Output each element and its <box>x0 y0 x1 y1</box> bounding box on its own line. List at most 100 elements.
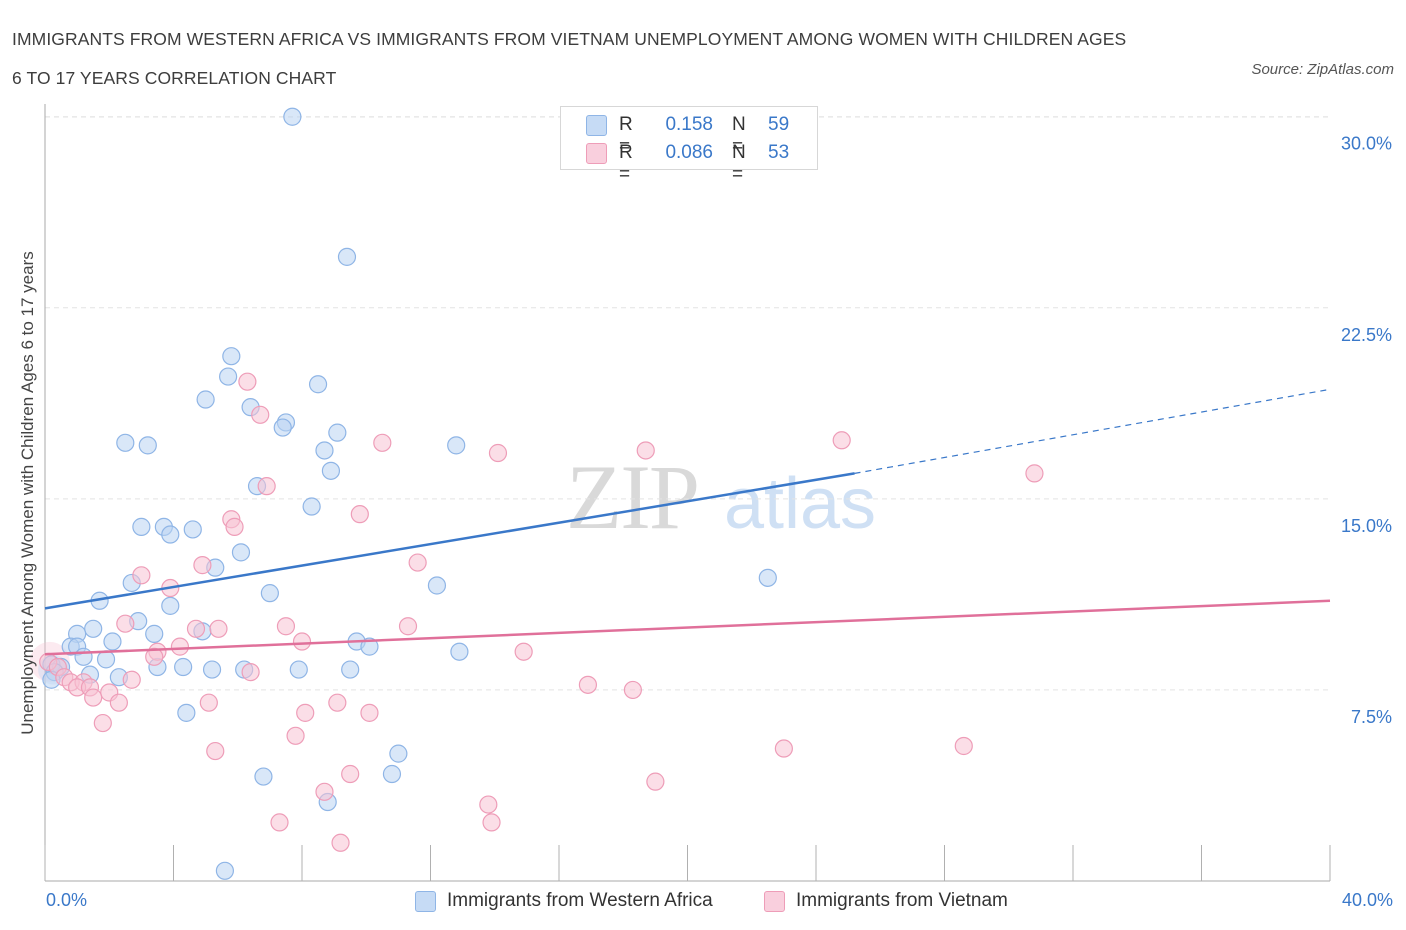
western-africa-trend-extension <box>854 388 1331 474</box>
vietnam-point <box>286 726 305 745</box>
vietnam-point <box>109 693 128 712</box>
western-africa-point <box>132 517 151 536</box>
series-swatch-pink <box>764 891 785 912</box>
grid-lines <box>45 116 1330 691</box>
vietnam-point <box>116 614 135 633</box>
vietnam-point <box>328 693 347 712</box>
vietnam-point <box>132 566 151 585</box>
western-africa-point <box>341 660 360 679</box>
western-africa-trend-line <box>44 472 855 610</box>
western-africa-point <box>447 436 466 455</box>
vietnam-point <box>408 553 427 572</box>
vietnam-point <box>646 772 665 791</box>
vietnam-point <box>122 670 141 689</box>
series-label-vietnam: Immigrants from Vietnam <box>796 890 1008 911</box>
y-tick-label: 7.5% <box>1351 707 1392 727</box>
western-africa-point <box>145 624 164 643</box>
vietnam-point <box>373 433 392 452</box>
x-tick-label-max: 40.0% <box>1341 890 1393 910</box>
y-tick-label: 30.0% <box>1341 134 1392 154</box>
western-africa-point <box>308 375 328 394</box>
legend-r-label: R = <box>619 114 633 157</box>
vietnam-point <box>193 556 212 575</box>
vietnam-point <box>170 637 190 656</box>
watermark-zip: ZIP <box>566 446 698 548</box>
western-africa-point <box>273 418 292 437</box>
vietnam-point <box>145 647 164 666</box>
western-africa-point <box>758 568 777 587</box>
vietnam-point <box>225 517 244 536</box>
vietnam-point <box>292 632 312 651</box>
legend-n-value: 59 <box>768 114 790 135</box>
axes <box>44 104 1331 882</box>
legend-r-value: 0.086 <box>665 142 713 163</box>
western-africa-point <box>202 660 222 679</box>
vietnam-point <box>398 617 418 636</box>
vietnam-point <box>251 405 270 424</box>
western-africa-point <box>260 584 279 603</box>
chart-title-line1: IMMIGRANTS FROM WESTERN AFRICA VS IMMIGR… <box>12 29 1127 49</box>
vietnam-point <box>1025 464 1044 483</box>
vietnam-point <box>360 703 379 722</box>
western-africa-point <box>84 619 103 638</box>
western-africa-point <box>450 642 469 661</box>
vietnam-point <box>578 675 598 694</box>
y-tick-labels: 7.5% 15.0% 22.5% 30.0% <box>1341 134 1392 727</box>
vietnam-point <box>296 703 315 722</box>
series-swatch-blue <box>415 891 436 912</box>
western-africa-point <box>74 647 93 666</box>
western-africa-point <box>103 632 122 651</box>
y-tick-label: 15.0% <box>1341 516 1392 536</box>
vietnam-point <box>331 833 350 852</box>
vietnam-trend-line <box>44 599 1331 656</box>
western-africa-point <box>389 744 408 763</box>
y-axis-label: Unemployment Among Women with Children A… <box>18 251 37 735</box>
vietnam-point <box>315 782 334 801</box>
western-africa-point <box>219 367 238 386</box>
legend-n-label: N = <box>732 114 746 157</box>
western-africa-point <box>161 525 180 544</box>
legend-swatch-blue <box>586 115 607 136</box>
chart-title-line2: 6 TO 17 YEARS CORRELATION CHART <box>12 68 337 88</box>
legend-swatch-pink <box>586 143 607 164</box>
vietnam-point <box>482 813 501 832</box>
western-africa-point <box>328 423 347 442</box>
western-africa-point <box>315 441 334 460</box>
western-africa-point <box>138 436 157 455</box>
vietnam-point <box>774 739 793 758</box>
vietnam-point <box>623 680 642 700</box>
western-africa-point <box>289 660 308 679</box>
trend-lines <box>44 388 1331 656</box>
correlation-legend: R = 0.158 N = 59 R = 0.086 N = 53 <box>560 106 818 185</box>
vietnam-point <box>186 619 206 638</box>
x-tick-label-min: 0.0% <box>46 890 88 910</box>
western-africa-point <box>161 596 180 615</box>
western-africa-point <box>427 576 447 595</box>
legend-r-value: 0.158 <box>665 114 713 135</box>
vietnam-point <box>199 693 218 712</box>
vietnam-point <box>241 663 260 682</box>
source-note: Source: ZipAtlas.com <box>1251 61 1394 78</box>
series-label-western-africa: Immigrants from Western Africa <box>447 890 713 911</box>
western-africa-point <box>337 247 357 266</box>
legend-n-value: 53 <box>768 142 790 163</box>
watermark-atlas: atlas <box>724 464 876 544</box>
western-africa-point <box>283 107 302 126</box>
vietnam-point <box>270 813 289 832</box>
y-tick-label: 22.5% <box>1341 325 1392 345</box>
vietnam-point <box>832 431 851 450</box>
legend-n-label: N = <box>732 142 746 185</box>
western-africa-point <box>302 497 321 516</box>
vietnam-point <box>350 505 369 524</box>
western-africa-point <box>222 347 241 366</box>
western-africa-point <box>183 520 202 539</box>
western-africa-point <box>254 767 273 786</box>
vietnam-point <box>257 477 276 496</box>
vietnam-point <box>954 736 973 756</box>
western-africa-point <box>177 703 196 722</box>
vietnam-point <box>341 764 360 784</box>
western-africa-point <box>196 390 215 409</box>
western-africa-point <box>231 543 251 562</box>
vietnam-point <box>209 619 228 638</box>
vietnam-point <box>514 642 533 661</box>
